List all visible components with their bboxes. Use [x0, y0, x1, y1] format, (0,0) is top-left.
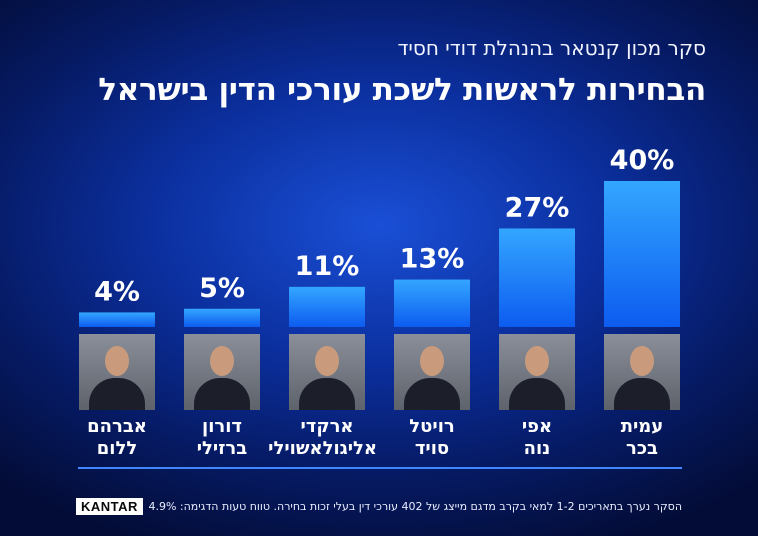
bar-6 — [604, 181, 680, 327]
candidate-photo-1 — [79, 334, 155, 410]
category-label-5: אפי נוה — [521, 416, 553, 459]
value-label-2: 5% — [199, 273, 245, 304]
candidate-photo-6 — [604, 334, 680, 410]
value-label-6: 40% — [610, 145, 675, 176]
bar-5 — [499, 228, 575, 327]
candidate-photo-2 — [184, 334, 260, 410]
survey-footnote: הסקר נערך בתאריכים 1-2 למאי בקרב מדגם מי… — [148, 500, 682, 513]
bar-1 — [79, 312, 155, 327]
chart-title: הבחירות לראשות לשכת עורכי הדין בישראל — [98, 72, 706, 108]
value-label-3: 11% — [295, 251, 360, 282]
candidate-photo-4 — [394, 334, 470, 410]
kantar-logo: KANTAR — [76, 498, 143, 515]
category-label-1: אברהם ללום — [87, 416, 147, 459]
chart-subtitle: סקר מכון קנטאר בהנהלת דודי חסיד — [397, 36, 706, 60]
bar-2 — [184, 308, 260, 327]
bar-4 — [394, 279, 470, 327]
value-label-4: 13% — [400, 244, 465, 275]
chart-baseline — [78, 467, 682, 469]
value-label-5: 27% — [505, 192, 570, 223]
category-label-3: ארקדי אליגולאשוילי — [268, 416, 377, 459]
candidate-photo-3 — [289, 334, 365, 410]
category-label-6: עמית בכר — [620, 416, 664, 459]
category-label-4: רויטל סויד — [409, 416, 455, 459]
candidate-photo-5 — [499, 334, 575, 410]
value-label-1: 4% — [94, 276, 140, 307]
bar-3 — [289, 286, 365, 327]
category-label-2: דורון ברזילי — [196, 416, 248, 459]
